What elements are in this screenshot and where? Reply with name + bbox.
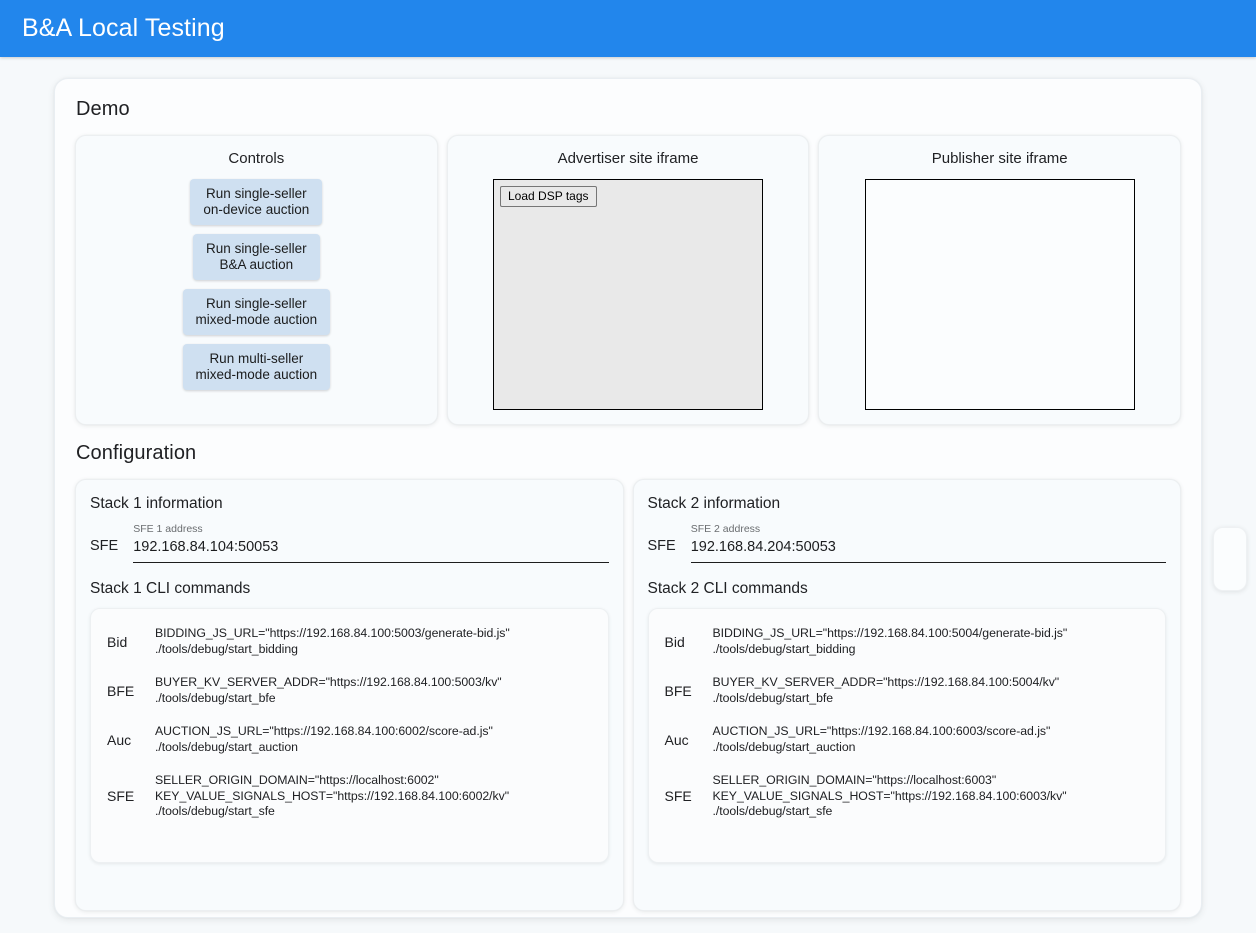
publisher-iframe-panel: Publisher site iframe (818, 135, 1182, 425)
stack-2-sfe-address-input[interactable] (690, 539, 1166, 559)
advertiser-panel-title: Advertiser site iframe (557, 150, 699, 167)
stack-2-cli-key-bfe: BFE (664, 682, 692, 699)
controls-panel: Controls Run single-seller on-device auc… (75, 135, 438, 425)
run-single-seller-on-device-auction-button[interactable]: Run single-seller on-device auction (190, 179, 323, 225)
configuration-stacks-row: Stack 1 information SFE SFE 1 address St… (75, 479, 1181, 911)
stack-1-sfe-address-input[interactable] (133, 539, 609, 559)
cli-row: Auc AUCTION_JS_URL="https://192.168.84.1… (101, 715, 598, 764)
cli-row: BFE BUYER_KV_SERVER_ADDR="https://192.16… (101, 666, 598, 715)
stack-1-cli-key-auc: Auc (107, 731, 132, 748)
cli-row: Bid BIDDING_JS_URL="https://192.168.84.1… (101, 617, 598, 666)
stack-1-cli-card: Bid BIDDING_JS_URL="https://192.168.84.1… (90, 608, 609, 863)
stack-1-sfe-address-field[interactable]: SFE 1 address (133, 523, 609, 563)
stack-1-sfe-leading-label: SFE (90, 538, 119, 554)
stack-1-cli-key-bfe: BFE (107, 682, 135, 699)
stack-2-sfe-address-field[interactable]: SFE 2 address (690, 523, 1166, 563)
run-multi-seller-mixed-mode-auction-button[interactable]: Run multi-seller mixed-mode auction (182, 344, 331, 390)
cli-row: Auc AUCTION_JS_URL="https://192.168.84.1… (659, 715, 1156, 764)
stack-2-heading: Stack 2 information (647, 495, 781, 512)
stack-1-cli-heading: Stack 1 CLI commands (90, 580, 251, 597)
app-title: B&A Local Testing (22, 14, 225, 42)
configuration-section-title: Configuration (76, 442, 197, 464)
demo-panels-row: Controls Run single-seller on-device auc… (75, 135, 1182, 425)
stack-2-sfe-leading-label: SFE (647, 538, 676, 554)
stack-1-cli-cmd-bid: BIDDING_JS_URL="https://192.168.84.100:5… (155, 626, 510, 656)
cli-row: BFE BUYER_KV_SERVER_ADDR="https://192.16… (659, 666, 1156, 715)
stack-1-card: Stack 1 information SFE SFE 1 address St… (75, 479, 624, 911)
stack-1-cli-cmd-bfe: BUYER_KV_SERVER_ADDR="https://192.168.84… (155, 675, 502, 705)
stack-2-cli-key-bid: Bid (664, 633, 685, 650)
stack-2-card: Stack 2 information SFE SFE 2 address St… (632, 479, 1181, 911)
page-surface: Demo Controls Run single-seller on-devic… (0, 57, 1256, 933)
publisher-panel-title: Publisher site iframe (931, 150, 1068, 167)
cli-row: Bid BIDDING_JS_URL="https://192.168.84.1… (659, 617, 1156, 666)
stack-2-cli-cmd-bfe: BUYER_KV_SERVER_ADDR="https://192.168.84… (712, 675, 1060, 705)
stack-1-cli-cmd-auc: AUCTION_JS_URL="https://192.168.84.100:6… (155, 724, 493, 754)
stack-2-cli-heading: Stack 2 CLI commands (647, 580, 808, 597)
stack-2-cli-key-sfe: SFE (664, 788, 692, 805)
offscreen-panel-edge (1213, 527, 1247, 591)
controls-button-stack: Run single-seller on-device auction Run … (182, 179, 331, 390)
run-single-seller-ba-auction-button[interactable]: Run single-seller B&A auction (193, 234, 320, 280)
controls-panel-title: Controls (228, 150, 285, 167)
stack-1-cli-key-sfe: SFE (107, 788, 135, 805)
stack-1-heading: Stack 1 information (90, 495, 223, 512)
stack-2-sfe-field-row: SFE SFE 2 address (647, 523, 1166, 563)
advertiser-site-iframe[interactable]: Load DSP tags (493, 179, 763, 410)
stack-1-sfe-address-label: SFE 1 address (133, 523, 203, 535)
demo-section-title: Demo (76, 98, 130, 120)
main-card: Demo Controls Run single-seller on-devic… (54, 78, 1247, 918)
stack-2-sfe-address-label: SFE 2 address (690, 523, 761, 535)
app-header: B&A Local Testing (0, 0, 1256, 57)
stack-2-cli-card: Bid BIDDING_JS_URL="https://192.168.84.1… (647, 608, 1166, 863)
stack-2-cli-cmd-bid: BIDDING_JS_URL="https://192.168.84.100:5… (712, 626, 1068, 656)
stack-2-cli-key-auc: Auc (664, 731, 689, 748)
cli-row: SFE SELLER_ORIGIN_DOMAIN="https://localh… (659, 764, 1156, 829)
publisher-site-iframe[interactable] (864, 179, 1135, 410)
cli-row: SFE SELLER_ORIGIN_DOMAIN="https://localh… (101, 764, 598, 829)
load-dsp-tags-button[interactable]: Load DSP tags (500, 186, 597, 207)
stack-1-sfe-field-row: SFE SFE 1 address (90, 523, 609, 563)
stack-1-cli-key-bid: Bid (107, 633, 128, 650)
stack-1-cli-cmd-sfe: SELLER_ORIGIN_DOMAIN="https://localhost:… (155, 773, 510, 818)
stack-2-cli-cmd-sfe: SELLER_ORIGIN_DOMAIN="https://localhost:… (712, 773, 1067, 818)
advertiser-iframe-panel: Advertiser site iframe Load DSP tags (446, 135, 810, 425)
run-single-seller-mixed-mode-auction-button[interactable]: Run single-seller mixed-mode auction (182, 289, 331, 335)
stack-2-cli-cmd-auc: AUCTION_JS_URL="https://192.168.84.100:6… (712, 724, 1051, 754)
